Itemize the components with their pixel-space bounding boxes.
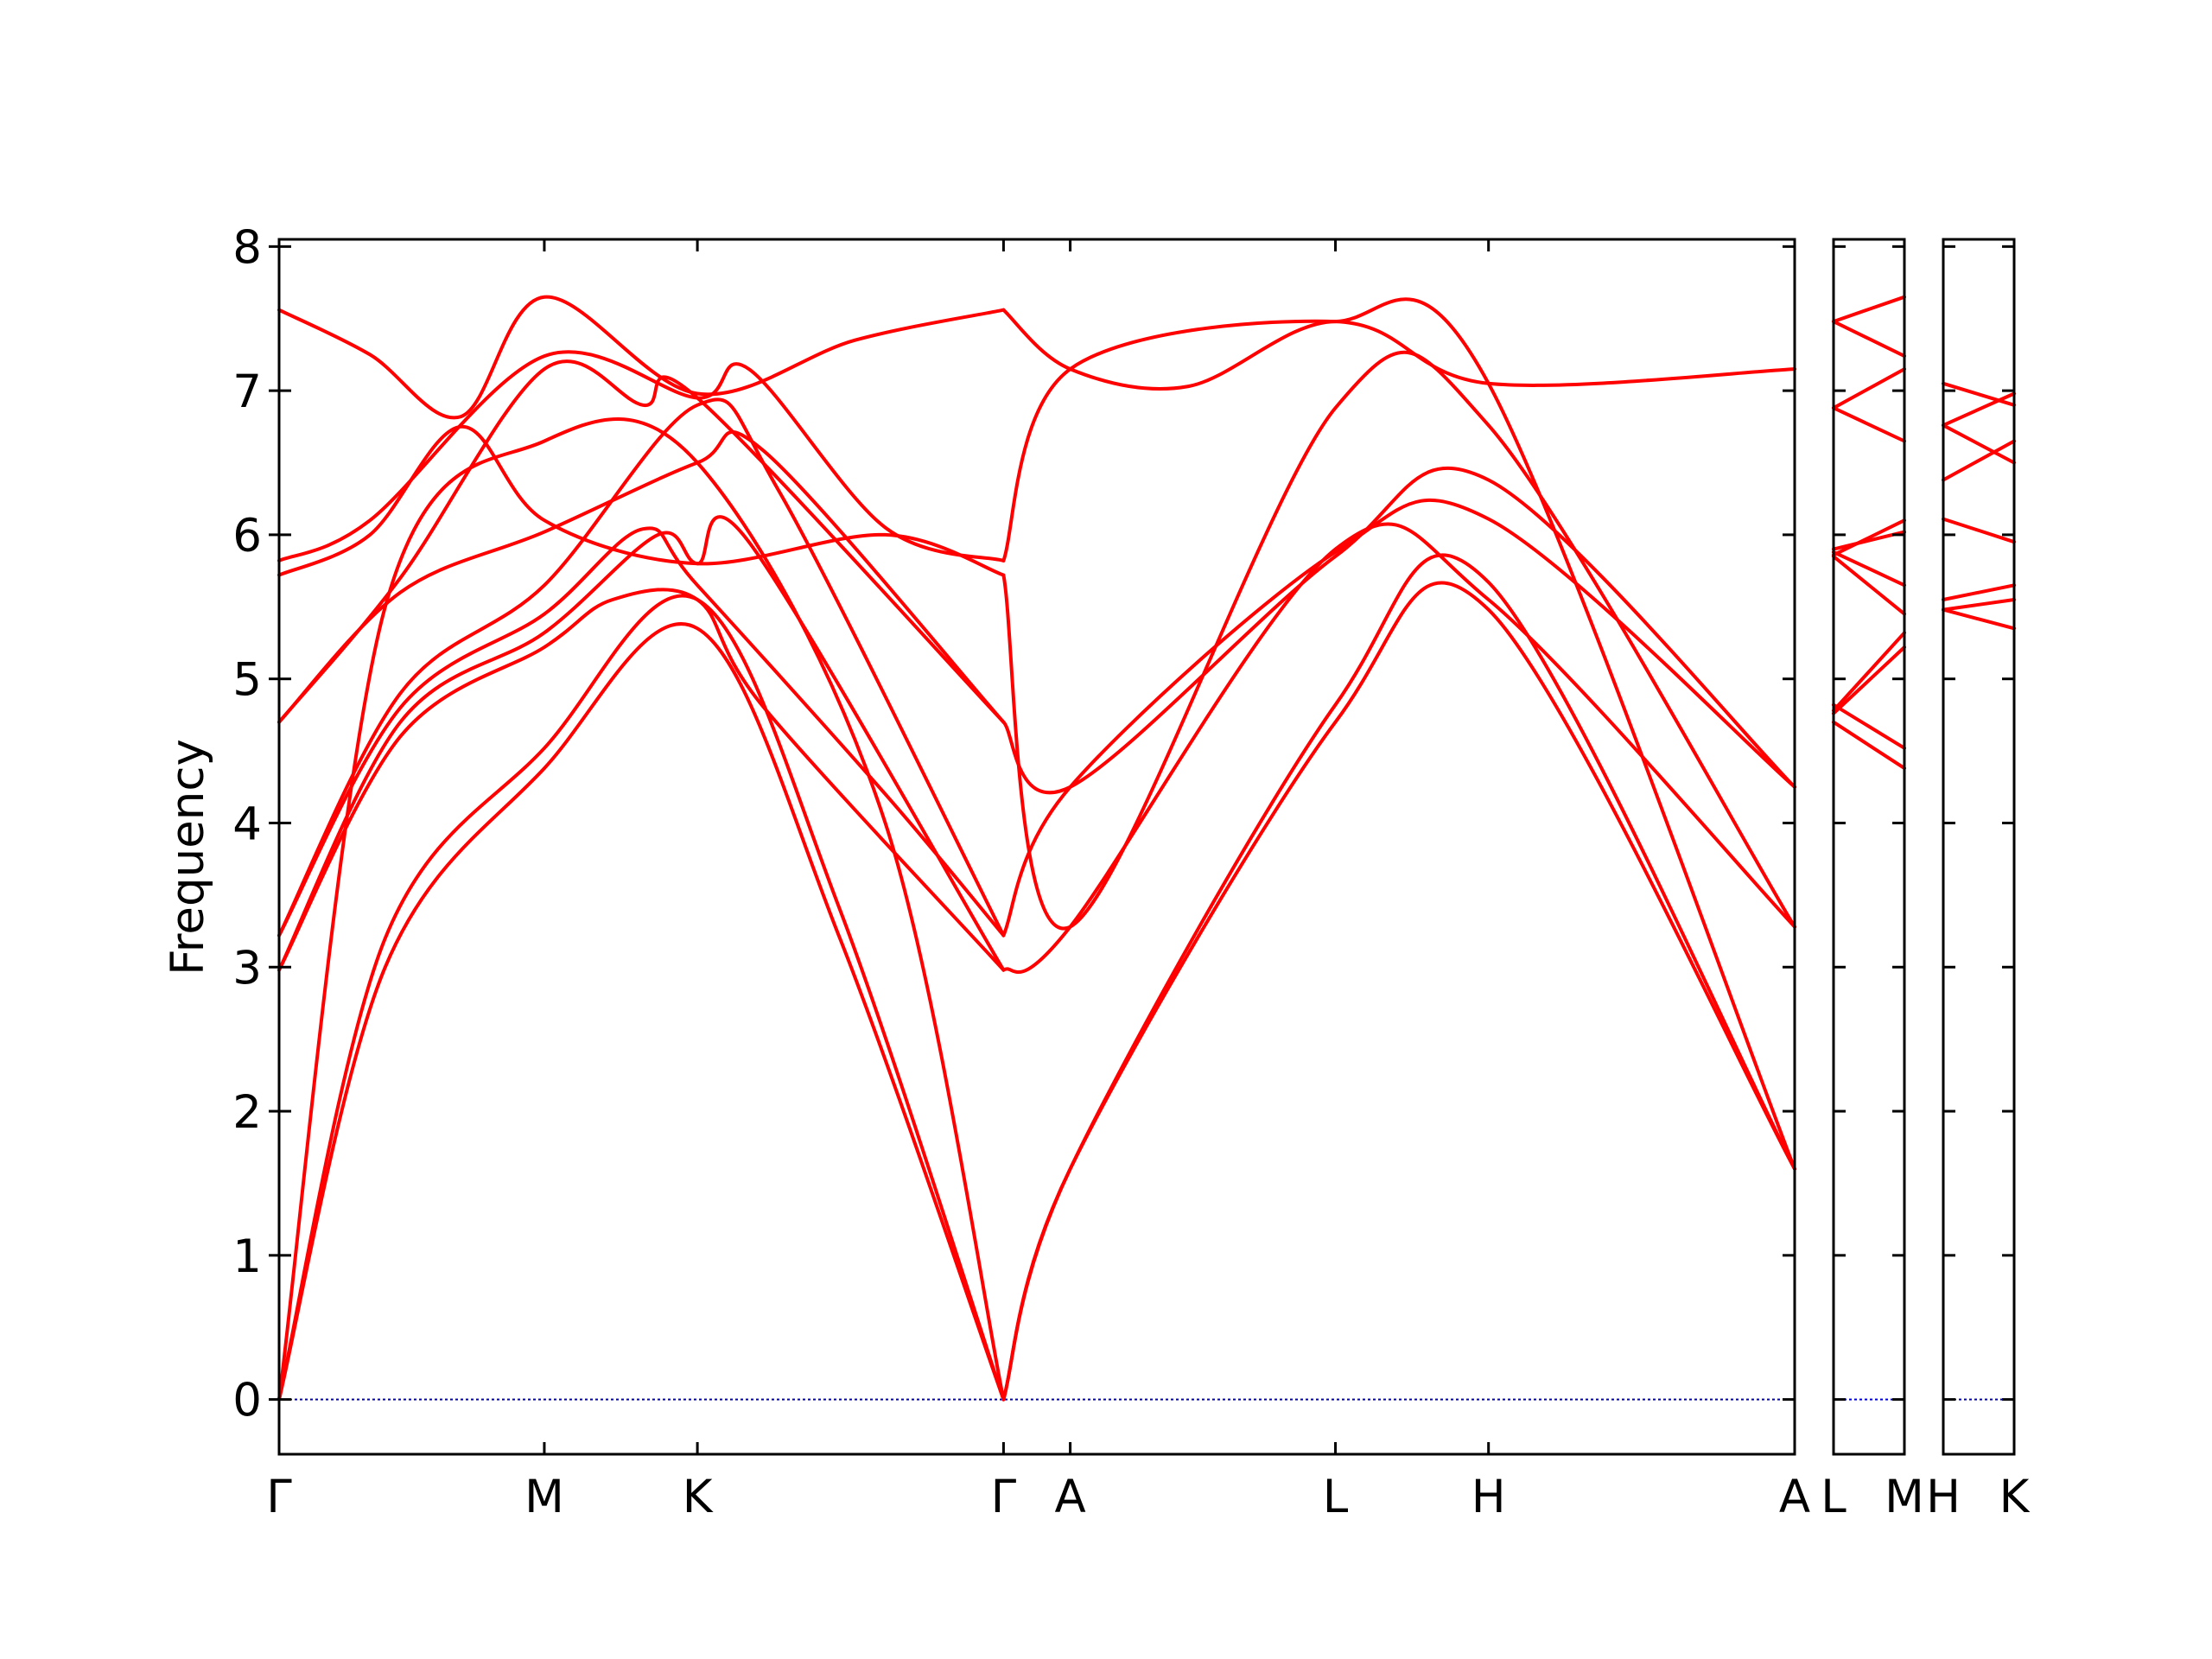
band-p3-2 xyxy=(1942,598,2016,612)
band-p1-11 xyxy=(277,350,1006,563)
y-tick-label-2: 2 xyxy=(232,1086,262,1139)
band-p1-2 xyxy=(277,594,1006,1402)
y-tick-label-1: 1 xyxy=(232,1230,262,1283)
band-p2-8 xyxy=(1832,518,1906,557)
band-p1-17 xyxy=(1001,467,1796,795)
x-tick-label-p2-2: M xyxy=(1885,1471,1924,1523)
band-p2-5 xyxy=(1832,554,1906,616)
band-p1-8 xyxy=(277,430,1006,724)
y-tick-label-8: 8 xyxy=(232,221,262,274)
band-p1-5 xyxy=(277,515,1006,972)
x-tick-label-p1-4: Γ xyxy=(991,1471,1017,1523)
band-p1-13 xyxy=(1001,581,1796,1402)
band-p2-10 xyxy=(1832,367,1906,410)
panel-frame-1 xyxy=(277,238,1796,1456)
x-tick-label-p1-8: A xyxy=(1779,1471,1810,1523)
x-tick-label-p3-1: H xyxy=(1926,1471,1961,1523)
band-p1-3 xyxy=(277,417,1006,1402)
panel-frame-3 xyxy=(1942,238,2016,1456)
band-p1-18 xyxy=(1001,350,1796,931)
panel-frame-2 xyxy=(1832,238,1906,1456)
band-p2-1 xyxy=(1832,720,1906,771)
x-tick-label-p1-1: Γ xyxy=(266,1471,292,1523)
x-tick-label-p2-1: L xyxy=(1821,1471,1847,1523)
panel-frames xyxy=(277,238,2016,1456)
y-tick-label-3: 3 xyxy=(232,942,262,995)
y-tick-label-0: 0 xyxy=(232,1375,262,1427)
x-tick-label-p1-6: L xyxy=(1323,1471,1349,1523)
x-tick-label-p1-5: A xyxy=(1054,1471,1085,1523)
y-tick-label-5: 5 xyxy=(232,654,262,707)
y-tick-label-4: 4 xyxy=(232,798,262,850)
band-p2-12 xyxy=(1832,295,1906,324)
y-tick-label-7: 7 xyxy=(232,365,262,418)
y-tick-label-6: 6 xyxy=(232,510,262,563)
band-p1-1 xyxy=(277,622,1006,1402)
band-p3-8 xyxy=(1942,381,2016,407)
x-tick-label-p1-3: K xyxy=(683,1471,714,1523)
band-p1-12 xyxy=(277,295,1006,420)
band-p1-9 xyxy=(277,359,1006,724)
band-p3-3 xyxy=(1942,583,2016,601)
band-p2-2 xyxy=(1832,702,1906,750)
band-p1-4 xyxy=(277,588,1006,972)
band-p1-16 xyxy=(1001,498,1796,938)
band-p2-7 xyxy=(1832,530,1906,551)
band-p1-20 xyxy=(1001,297,1796,1171)
band-p2-11 xyxy=(1832,320,1906,359)
band-p3-6 xyxy=(1942,423,2016,465)
band-p2-9 xyxy=(1832,406,1906,443)
band-p2-6 xyxy=(1832,550,1906,588)
band-p1-10 xyxy=(277,424,1006,577)
y-axis-ticks: 0 1 2 3 4 5 6 7 8 xyxy=(232,221,2014,1427)
band-p1-6 xyxy=(277,526,1006,938)
band-p1-14 xyxy=(1001,553,1796,1402)
band-p3-4 xyxy=(1942,517,2016,544)
band-p2-3 xyxy=(1832,645,1906,715)
band-p2-4 xyxy=(1832,631,1906,713)
x-tick-label-p1-2: M xyxy=(524,1471,564,1523)
band-p1-7 xyxy=(277,397,1006,938)
band-curves xyxy=(277,295,2016,1402)
x-tick-label-p3-2: K xyxy=(1999,1471,2031,1523)
band-p3-7 xyxy=(1942,391,2016,428)
band-p3-1 xyxy=(1942,607,2016,631)
y-axis-label: Frequency xyxy=(162,739,214,976)
x-tick-label-p1-7: H xyxy=(1471,1471,1506,1523)
band-p3-5 xyxy=(1942,439,2016,482)
